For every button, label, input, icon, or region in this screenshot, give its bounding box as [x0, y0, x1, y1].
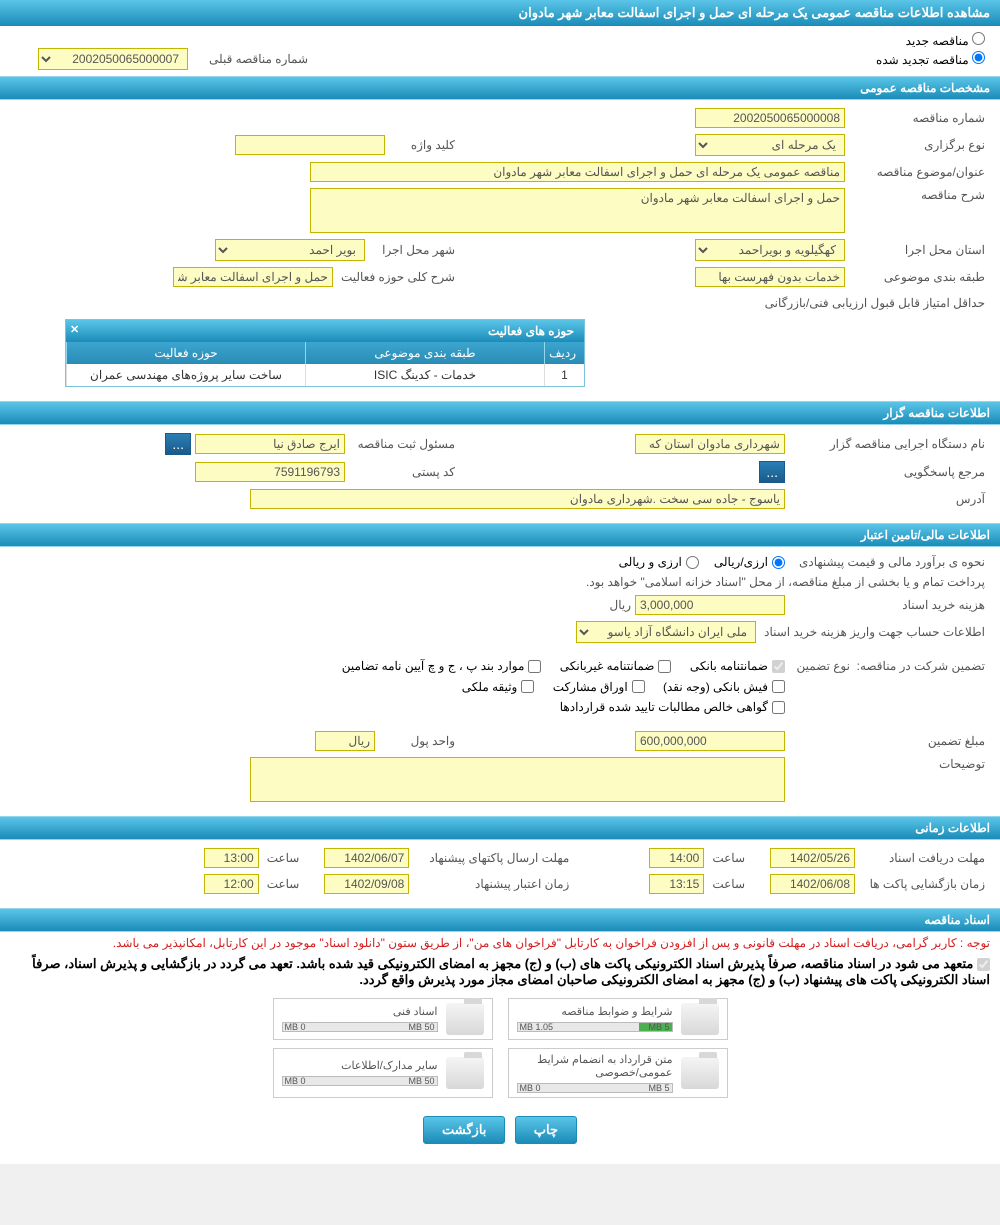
postal-label: کد پستی	[345, 465, 455, 479]
unit-input	[315, 731, 375, 751]
proposal-label: مهلت ارسال پاکتهای پیشنهاد	[409, 851, 569, 865]
print-button[interactable]: چاپ	[515, 1116, 577, 1144]
unit-label: واحد پول	[375, 734, 455, 748]
keyword-label: کلید واژه	[385, 138, 455, 152]
section-general: مشخصات مناقصه عمومی	[0, 76, 1000, 100]
org-label: نام دستگاه اجرایی مناقصه گزار	[785, 437, 985, 451]
radio-new-label: مناقصه جدید	[906, 34, 969, 48]
chk-bank-receipt[interactable]	[772, 680, 785, 693]
account-select[interactable]: ملی ایران دانشگاه آزاد یاسو	[576, 621, 756, 643]
city-select[interactable]: بویر احمد	[215, 239, 365, 261]
folder-icon	[681, 1003, 719, 1035]
min-score-label: حداقل امتیاز قابل قبول ارزیابی فنی/بازرگ…	[757, 296, 985, 310]
registrar-lookup-button[interactable]: ...	[165, 433, 191, 455]
radio-fx1[interactable]	[772, 556, 785, 569]
prev-number-select[interactable]: 2002050065000007	[38, 48, 188, 70]
tender-number-input	[695, 108, 845, 128]
category-input	[695, 267, 845, 287]
province-label: استان محل اجرا	[845, 243, 985, 257]
col-scope: حوزه فعالیت	[66, 342, 305, 364]
province-select[interactable]: کهگیلویه و بویراحمد	[695, 239, 845, 261]
activities-grid-title: حوزه های فعالیت ✕	[66, 320, 584, 342]
financial-notice: پرداخت تمام و یا بخشی از مبلغ مناقصه، از…	[586, 575, 985, 589]
tender-number-label: شماره مناقصه	[845, 111, 985, 125]
keyword-input[interactable]	[235, 135, 385, 155]
section-timing: اطلاعات زمانی	[0, 816, 1000, 840]
section-financial: اطلاعات مالی/تامین اعتبار	[0, 523, 1000, 547]
address-input	[250, 489, 785, 509]
section-documents: اسناد مناقصه	[0, 908, 1000, 932]
guarantee-amount-input[interactable]	[635, 731, 785, 751]
type-label: نوع برگزاری	[845, 138, 985, 152]
commit-checkbox	[977, 958, 990, 971]
close-icon[interactable]: ✕	[70, 323, 79, 336]
response-lookup-button[interactable]: ...	[759, 461, 785, 483]
subject-label: عنوان/موضوع مناقصه	[845, 165, 985, 179]
opening-label: زمان بازگشایی پاکت ها	[855, 877, 985, 891]
category-label: طبقه بندی موضوعی	[845, 270, 985, 284]
proposal-time[interactable]	[204, 848, 259, 868]
desc-label: شرح مناقصه	[845, 188, 985, 202]
chk-net-claims[interactable]	[772, 701, 785, 714]
folder-icon	[681, 1057, 719, 1089]
org-input	[635, 434, 785, 454]
address-label: آدرس	[785, 492, 985, 506]
attach-box-3[interactable]: سایر مدارک/اطلاعات 50 MB0 MB	[273, 1048, 493, 1098]
opening-time[interactable]	[649, 874, 704, 894]
proposal-date[interactable]	[324, 848, 409, 868]
chk-bonds[interactable]	[632, 680, 645, 693]
postal-input	[195, 462, 345, 482]
response-label: مرجع پاسخگویی	[785, 465, 985, 479]
doc-cost-input[interactable]	[635, 595, 785, 615]
doc-cost-label: هزینه خرید اسناد	[785, 598, 985, 612]
scope-input	[173, 267, 333, 287]
registrar-input	[195, 434, 345, 454]
folder-icon	[446, 1003, 484, 1035]
validity-date[interactable]	[324, 874, 409, 894]
chk-clause[interactable]	[528, 660, 541, 673]
radio-fx2[interactable]	[686, 556, 699, 569]
notes-label: توضیحات	[785, 757, 985, 771]
type-select[interactable]: یک مرحله ای	[695, 134, 845, 156]
est-method-label: نحوه ی برآورد مالی و قیمت پیشنهادی	[785, 555, 985, 569]
registrar-label: مسئول ثبت مناقصه	[345, 437, 455, 451]
city-label: شهر محل اجرا	[365, 243, 455, 257]
opening-date[interactable]	[770, 874, 855, 894]
col-category: طبقه بندی موضوعی	[305, 342, 544, 364]
radio-renewed-label: مناقصه تجدید شده	[876, 53, 969, 67]
validity-label: زمان اعتبار پیشنهاد	[409, 877, 569, 891]
scope-label: شرح کلی حوزه فعالیت	[333, 270, 455, 284]
page-title: مشاهده اطلاعات مناقصه عمومی یک مرحله ای …	[0, 0, 1000, 26]
attach-box-2[interactable]: متن قرارداد به انضمام شرایط عمومی/خصوصی …	[508, 1048, 728, 1098]
subject-input[interactable]	[310, 162, 845, 182]
notice-red: توجه : کاربر گرامی، دریافت اسناد در مهلت…	[0, 932, 1000, 954]
back-button[interactable]: بازگشت	[423, 1116, 505, 1144]
chk-property[interactable]	[521, 680, 534, 693]
account-label: اطلاعات حساب جهت واریز هزینه خرید اسناد	[756, 625, 985, 639]
attach-box-1[interactable]: اسناد فنی 50 MB0 MB	[273, 998, 493, 1040]
folder-icon	[446, 1057, 484, 1089]
receive-time[interactable]	[649, 848, 704, 868]
desc-textarea[interactable]: حمل و اجرای اسفالت معابر شهر مادوان	[310, 188, 845, 233]
table-row: 1 خدمات - کدینگ ISIC ساخت سایر پروژه‌های…	[66, 364, 584, 386]
chk-bank-guarantee	[772, 660, 785, 673]
guarantee-amount-label: مبلغ تضمین	[785, 734, 985, 748]
receive-date[interactable]	[770, 848, 855, 868]
guarantee-type-label: تضمین شرکت در مناقصه: نوع تضمین	[785, 659, 985, 673]
radio-new-tender[interactable]	[972, 32, 985, 45]
prev-number-label: شماره مناقصه قبلی	[188, 52, 308, 66]
notice-commit: متعهد می شود در اسناد مناقصه، صرفاً پذیر…	[0, 954, 1000, 990]
notes-textarea[interactable]	[250, 757, 785, 802]
chk-nonbank-guarantee[interactable]	[658, 660, 671, 673]
attach-box-0[interactable]: شرایط و ضوابط مناقصه 5 MB1.05 MB	[508, 998, 728, 1040]
validity-time[interactable]	[204, 874, 259, 894]
radio-renewed-tender[interactable]	[972, 51, 985, 64]
col-row: ردیف	[544, 342, 584, 364]
section-issuer: اطلاعات مناقصه گزار	[0, 401, 1000, 425]
receive-label: مهلت دریافت اسناد	[855, 851, 985, 865]
